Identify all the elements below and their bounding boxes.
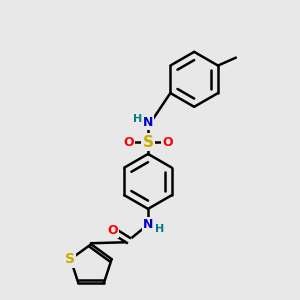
Text: H: H	[155, 224, 164, 233]
Text: S: S	[142, 135, 154, 150]
Text: O: O	[123, 136, 134, 148]
Text: O: O	[107, 224, 118, 237]
Text: O: O	[162, 136, 173, 148]
Text: N: N	[143, 218, 153, 231]
Text: N: N	[143, 116, 153, 129]
Text: H: H	[133, 114, 142, 124]
Text: S: S	[64, 252, 75, 266]
